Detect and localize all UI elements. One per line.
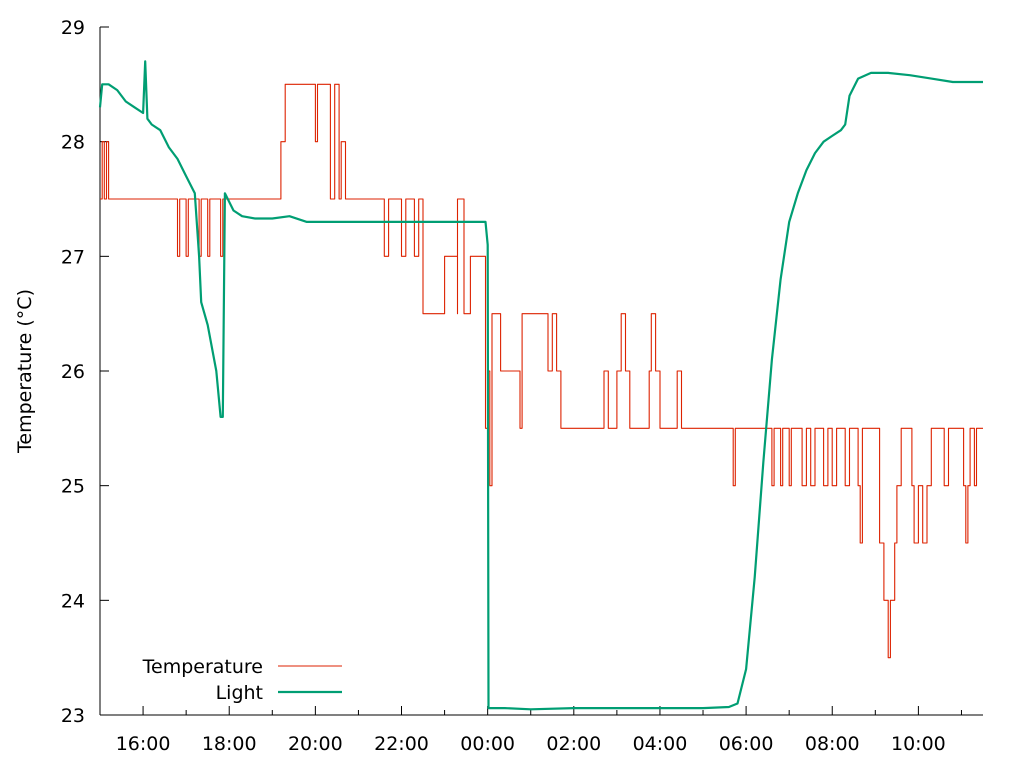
x-tick-label: 08:00 [805, 733, 860, 755]
x-tick-label: 02:00 [546, 733, 601, 755]
x-tick-label: 16:00 [116, 733, 171, 755]
y-tick-label: 26 [61, 361, 85, 383]
x-tick-label: 10:00 [891, 733, 946, 755]
y-tick-label: 24 [61, 590, 85, 612]
legend: Temperature Light [142, 656, 342, 704]
x-tick-label: 18:00 [202, 733, 257, 755]
x-tick-label: 00:00 [460, 733, 515, 755]
y-tick-label: 25 [61, 476, 85, 498]
axes [99, 26, 983, 716]
legend-label-temperature: Temperature [142, 656, 263, 678]
y-tick-label: 28 [61, 132, 85, 154]
y-tick-label: 29 [61, 17, 85, 39]
y-axis-title: Temperature (°C) [14, 289, 36, 454]
x-tick-label: 20:00 [288, 733, 343, 755]
series-line-light [98, 60, 983, 711]
y-tick-label: 23 [61, 705, 85, 727]
series-line-temperature [100, 83, 983, 659]
series-lines [98, 60, 983, 711]
tick-labels: 23 24 25 26 27 28 29 16:00 18:00 20:00 22:00 00:00 0… [61, 17, 946, 755]
x-tick-label: 06:00 [719, 733, 774, 755]
y-tick-label: 27 [61, 246, 85, 268]
x-tick-label: 22:00 [374, 733, 429, 755]
x-tick-label: 04:00 [633, 733, 688, 755]
legend-label-light: Light [216, 682, 263, 704]
